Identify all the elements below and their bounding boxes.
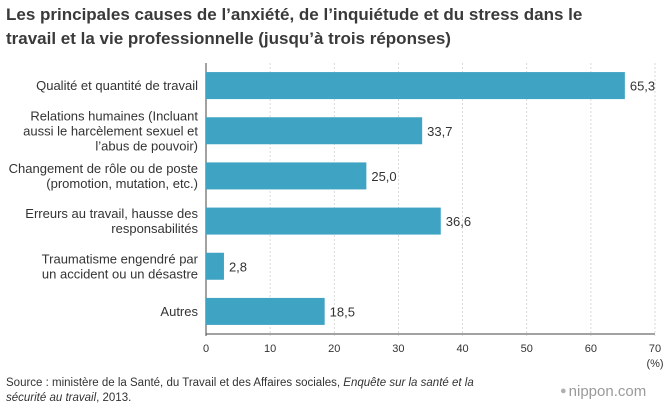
chart-title-line-1: Les principales causes de l’anxiété, de … [6, 5, 583, 24]
category-label: Qualité et quantité de travail [36, 78, 198, 93]
category-label: aussi le harcèlement sexuel et [23, 123, 198, 138]
x-tick-label: 0 [203, 343, 209, 355]
source-title: Enquête sur la santé et la sécurité au t… [6, 377, 474, 404]
x-tick-label: 30 [392, 343, 404, 355]
chart-title: Les principales causes de l’anxiété, de … [6, 3, 666, 51]
bar [206, 162, 367, 190]
category-label: responsabilités [111, 221, 198, 236]
x-tick-label: 50 [521, 343, 533, 355]
value-label: 18,5 [330, 304, 355, 319]
bar [206, 117, 423, 145]
value-label: 25,0 [371, 169, 396, 184]
source-prefix: Source : ministère de la Santé, du Trava… [6, 377, 344, 389]
source-note: Source : ministère de la Santé, du Trava… [6, 376, 486, 406]
x-axis-unit: (%) [646, 358, 663, 370]
x-tick-label: 20 [328, 343, 340, 355]
category-label: Traumatisme engendré par [42, 251, 199, 266]
nippon-logo: ● nippon.com [560, 383, 646, 400]
value-label: 36,6 [446, 214, 471, 229]
x-tick-label: 40 [456, 343, 468, 355]
x-tick-label: 60 [585, 343, 597, 355]
bar [206, 72, 625, 100]
bar [206, 207, 441, 235]
logo-dot-icon: ● [560, 385, 567, 397]
logo-text: nippon.com [568, 383, 647, 400]
category-label: un accident ou un désastre [42, 266, 198, 281]
category-label: Changement de rôle ou de poste [9, 161, 198, 176]
category-label: Autres [160, 304, 198, 319]
value-label: 2,8 [229, 259, 247, 274]
bar [206, 252, 224, 280]
category-label: l’abus de pouvoir) [95, 138, 198, 153]
chart-title-line-2: travail et la vie professionnelle (jusqu… [6, 29, 451, 48]
value-label: 65,3 [630, 79, 655, 94]
x-tick-label: 70 [649, 343, 661, 355]
source-suffix: , 2013. [96, 392, 132, 404]
value-label: 33,7 [427, 124, 452, 139]
category-label: (promotion, mutation, etc.) [46, 176, 198, 191]
x-tick-label: 10 [264, 343, 276, 355]
category-label: Relations humaines (Incluant [30, 108, 198, 123]
bar [206, 297, 325, 325]
category-label: Erreurs au travail, hausse des [25, 206, 198, 221]
